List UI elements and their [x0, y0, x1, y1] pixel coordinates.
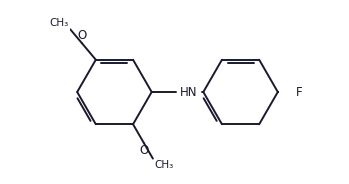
Text: O: O — [77, 29, 87, 42]
Text: F: F — [296, 86, 303, 98]
Text: HN: HN — [180, 86, 198, 98]
Text: O: O — [140, 144, 149, 157]
Text: CH₃: CH₃ — [154, 160, 173, 170]
Text: CH₃: CH₃ — [50, 18, 69, 28]
